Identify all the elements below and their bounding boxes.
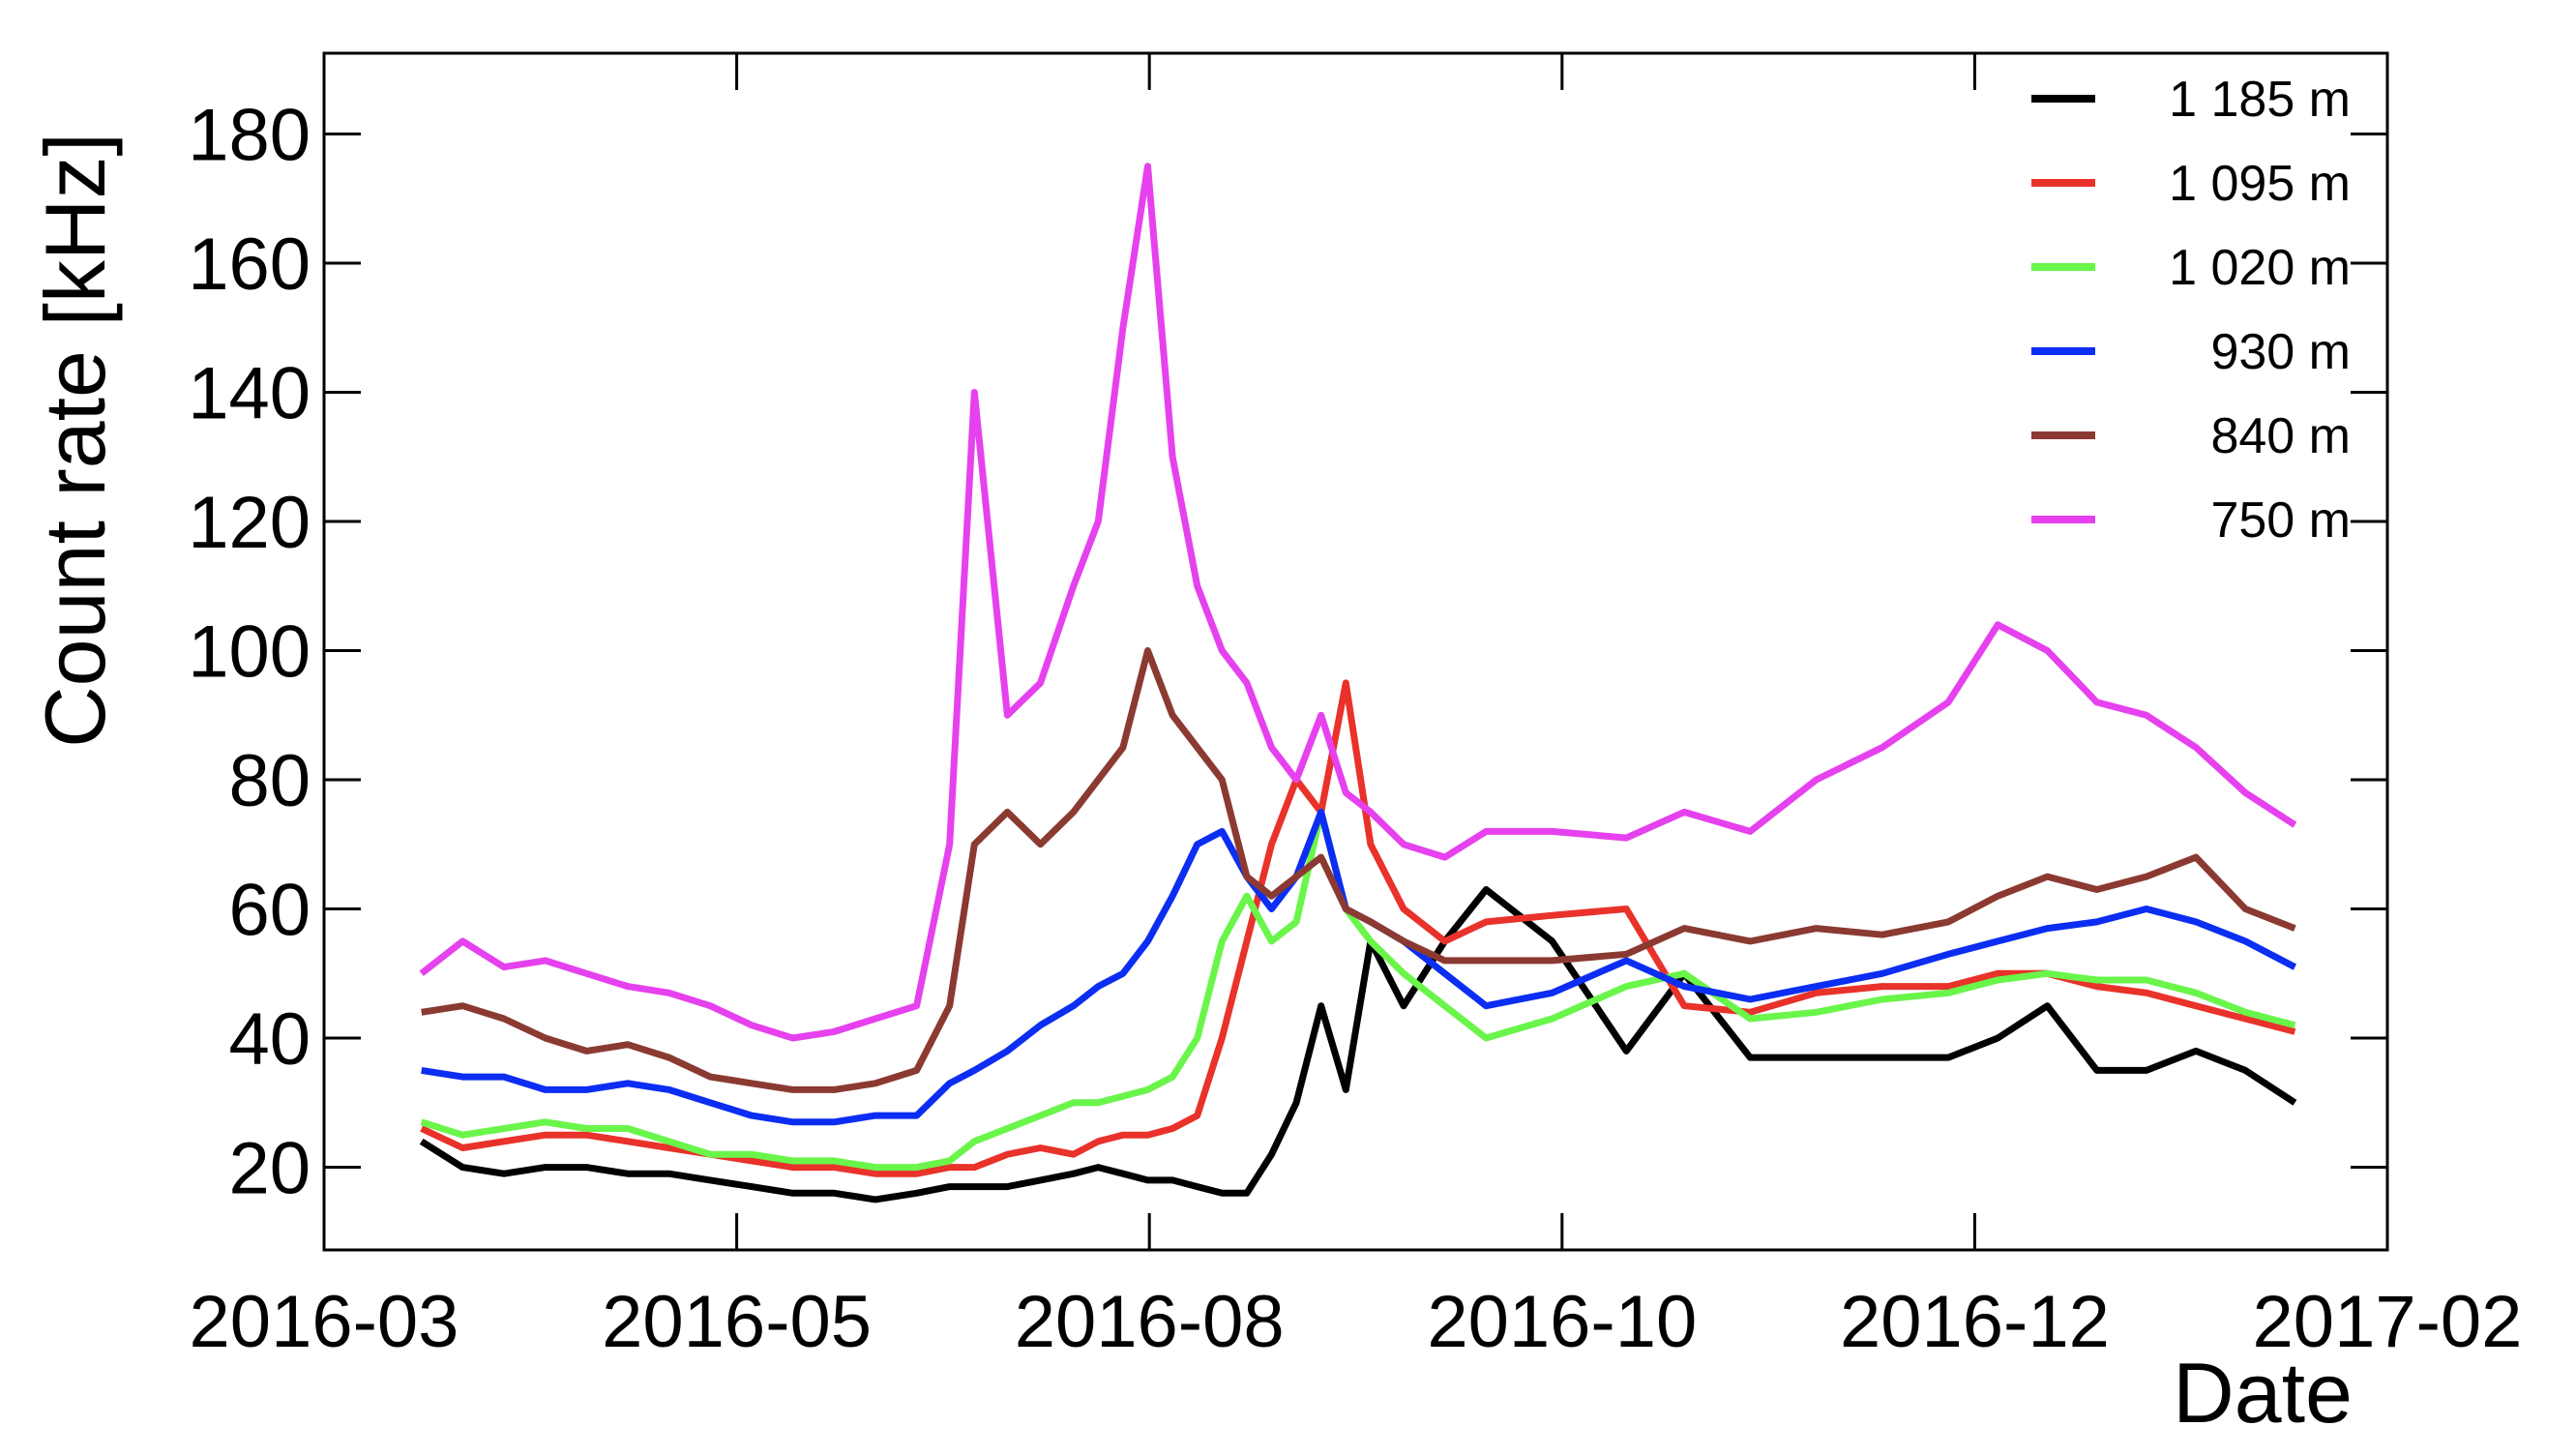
x-tick-label: 2016-05 <box>602 1281 872 1363</box>
x-tick-label: 2017-02 <box>2253 1281 2523 1363</box>
y-tick-label: 40 <box>228 998 311 1081</box>
series-line <box>421 808 2297 1126</box>
series-line <box>419 163 2297 1042</box>
x-tick-label: 2016-12 <box>1840 1281 2110 1363</box>
series-line <box>421 647 2296 1093</box>
y-tick-label: 60 <box>228 870 311 952</box>
y-tick-label: 120 <box>188 482 311 564</box>
legend-label: 1 020 m <box>2169 240 2351 296</box>
series-line <box>419 886 2297 1203</box>
legend-label: 1 095 m <box>2169 156 2351 212</box>
legend-label: 1 185 m <box>2169 72 2351 128</box>
legend-label: 930 m <box>2210 324 2351 380</box>
plot-frame <box>322 51 2389 1252</box>
y-axis-title: Count rate [kHz] <box>27 133 123 748</box>
series-line <box>420 679 2296 1177</box>
x-tick-label: 2016-08 <box>1015 1281 1285 1363</box>
series-line <box>420 808 2296 1172</box>
x-tick-label: 2016-03 <box>190 1281 459 1363</box>
y-tick-label: 160 <box>188 223 311 306</box>
y-tick-label: 140 <box>188 352 311 434</box>
y-tick-label: 180 <box>188 94 311 176</box>
y-tick-label: 20 <box>228 1128 311 1210</box>
x-tick-label: 2016-10 <box>1427 1281 1697 1363</box>
y-tick-label: 80 <box>228 740 311 822</box>
x-axis-title: Date <box>2173 1345 2353 1441</box>
y-tick-label: 100 <box>188 610 311 693</box>
legend-label: 840 m <box>2210 408 2351 464</box>
legend-label: 750 m <box>2210 492 2351 549</box>
